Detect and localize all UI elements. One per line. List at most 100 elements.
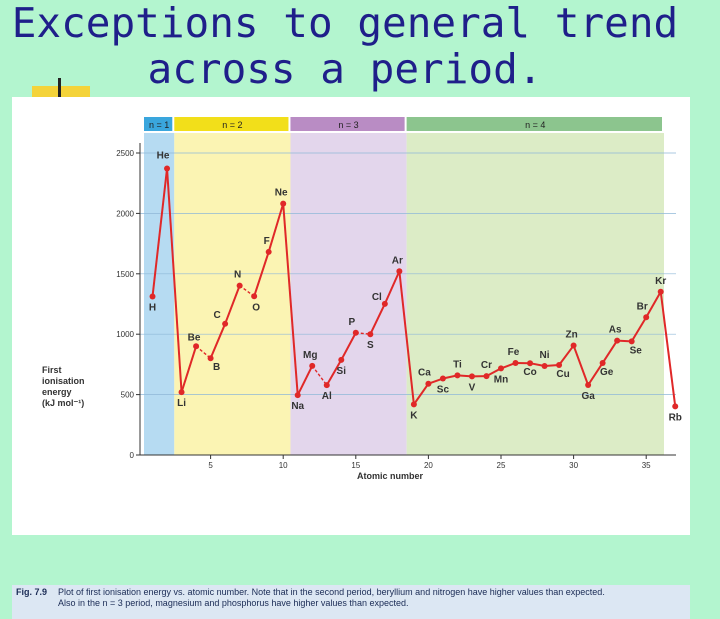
data-point-Br: [643, 314, 649, 320]
element-label-C: C: [214, 310, 221, 321]
data-point-Sc: [440, 376, 446, 382]
data-point-K: [411, 401, 417, 407]
data-point-F: [266, 249, 272, 255]
element-label-Cr: Cr: [481, 360, 492, 371]
element-label-Kr: Kr: [655, 276, 666, 287]
y-tick-label-4: 2000: [116, 209, 134, 218]
element-label-S: S: [367, 340, 374, 351]
period-band-2: [174, 133, 290, 455]
element-label-Mn: Mn: [494, 374, 508, 385]
figure-number: Fig. 7.9: [16, 587, 47, 597]
element-label-Ni: Ni: [540, 350, 550, 361]
element-label-H: H: [149, 303, 156, 314]
data-point-Zn: [571, 343, 577, 349]
element-label-K: K: [410, 410, 418, 421]
element-label-Mg: Mg: [303, 350, 317, 361]
y-tick-label-0: 0: [130, 451, 135, 460]
element-label-F: F: [264, 236, 270, 247]
element-label-Ca: Ca: [418, 368, 431, 379]
element-label-Ga: Ga: [581, 391, 595, 402]
element-label-Rb: Rb: [669, 412, 682, 423]
element-label-Li: Li: [177, 398, 186, 409]
data-point-C: [222, 321, 228, 327]
data-point-Na: [295, 392, 301, 398]
caption-line-2: Also in the n = 3 period, magnesium and …: [58, 598, 678, 609]
data-point-Al: [324, 382, 330, 388]
period-label-1: n = 1: [149, 120, 169, 130]
x-tick-label-3: 20: [424, 461, 433, 470]
element-label-O: O: [252, 302, 260, 313]
y-tick-label-5: 2500: [116, 149, 134, 158]
x-tick-label-4: 25: [497, 461, 506, 470]
data-point-Ca: [425, 381, 431, 387]
period-label-4: n = 4: [525, 120, 545, 130]
data-point-He: [164, 165, 170, 171]
y-tick-label-1: 500: [121, 391, 135, 400]
caption-text: Plot of first ionisation energy vs. atom…: [58, 587, 678, 609]
data-point-Rb: [672, 403, 678, 409]
data-point-Kr: [658, 289, 664, 295]
data-point-Ne: [280, 201, 286, 207]
element-label-He: He: [157, 150, 170, 161]
data-point-Be: [193, 343, 199, 349]
element-label-Ge: Ge: [600, 367, 614, 378]
data-point-Fe: [513, 360, 519, 366]
period-label-3: n = 3: [338, 120, 358, 130]
element-label-Co: Co: [523, 367, 536, 378]
data-point-S: [367, 331, 373, 337]
y-tick-label-2: 1000: [116, 330, 134, 339]
element-label-Si: Si: [337, 366, 347, 377]
element-label-N: N: [234, 270, 241, 281]
data-point-H: [150, 294, 156, 300]
element-label-Fe: Fe: [508, 347, 520, 358]
element-label-Cl: Cl: [372, 292, 382, 303]
data-point-Co: [527, 360, 533, 366]
data-point-O: [251, 293, 257, 299]
figure: n = 1 n = 2 n = 3 n = 4 0 500 1000 1500 2000 2500…: [12, 97, 690, 535]
data-point-N: [237, 283, 243, 289]
y-axis-label: First ionisation energy (kJ mol⁻¹): [42, 365, 122, 409]
title-line-1: Exceptions to general trend: [0, 0, 690, 46]
title-line-2: across a period.: [0, 46, 690, 92]
ionisation-energy-chart: n = 1 n = 2 n = 3 n = 4 0 500 1000 1500 2000 2500…: [12, 97, 690, 585]
data-point-Si: [338, 357, 344, 363]
data-point-Cl: [382, 301, 388, 307]
data-point-Ar: [396, 268, 402, 274]
element-label-Ti: Ti: [453, 359, 462, 370]
element-label-Zn: Zn: [565, 330, 577, 341]
data-point-P: [353, 330, 359, 336]
data-point-As: [614, 338, 620, 344]
element-label-As: As: [609, 325, 622, 336]
caption-line-1: Plot of first ionisation energy vs. atom…: [58, 587, 678, 598]
figure-caption: Fig. 7.9 Plot of first ionisation energy…: [12, 585, 690, 619]
element-label-Br: Br: [637, 301, 648, 312]
data-point-Ni: [542, 363, 548, 369]
data-point-B: [208, 355, 214, 361]
element-label-Ar: Ar: [392, 255, 403, 266]
y-tick-label-3: 1500: [116, 270, 134, 279]
x-tick-label-1: 10: [279, 461, 288, 470]
slide-title: Exceptions to general trend across a per…: [0, 0, 690, 92]
data-point-Ga: [585, 382, 591, 388]
element-label-Se: Se: [630, 345, 643, 356]
x-tick-label-5: 30: [569, 461, 578, 470]
data-point-Cu: [556, 362, 562, 368]
data-point-Mg: [309, 363, 315, 369]
data-point-Se: [629, 338, 635, 344]
data-point-Cr: [483, 373, 489, 379]
element-label-Sc: Sc: [437, 385, 450, 396]
x-axis-label: Atomic number: [357, 471, 424, 481]
period-label-2: n = 2: [222, 120, 242, 130]
period-band-1: [144, 133, 174, 455]
element-label-Ne: Ne: [275, 188, 288, 199]
element-label-V: V: [469, 382, 476, 393]
x-tick-label-2: 15: [351, 461, 360, 470]
element-label-P: P: [348, 317, 355, 328]
element-label-Al: Al: [322, 391, 332, 402]
data-point-Mn: [498, 365, 504, 371]
element-label-Na: Na: [291, 401, 304, 412]
data-point-Ti: [454, 372, 460, 378]
x-tick-label-0: 5: [208, 461, 213, 470]
x-tick-label-6: 35: [642, 461, 651, 470]
data-point-Ge: [600, 360, 606, 366]
